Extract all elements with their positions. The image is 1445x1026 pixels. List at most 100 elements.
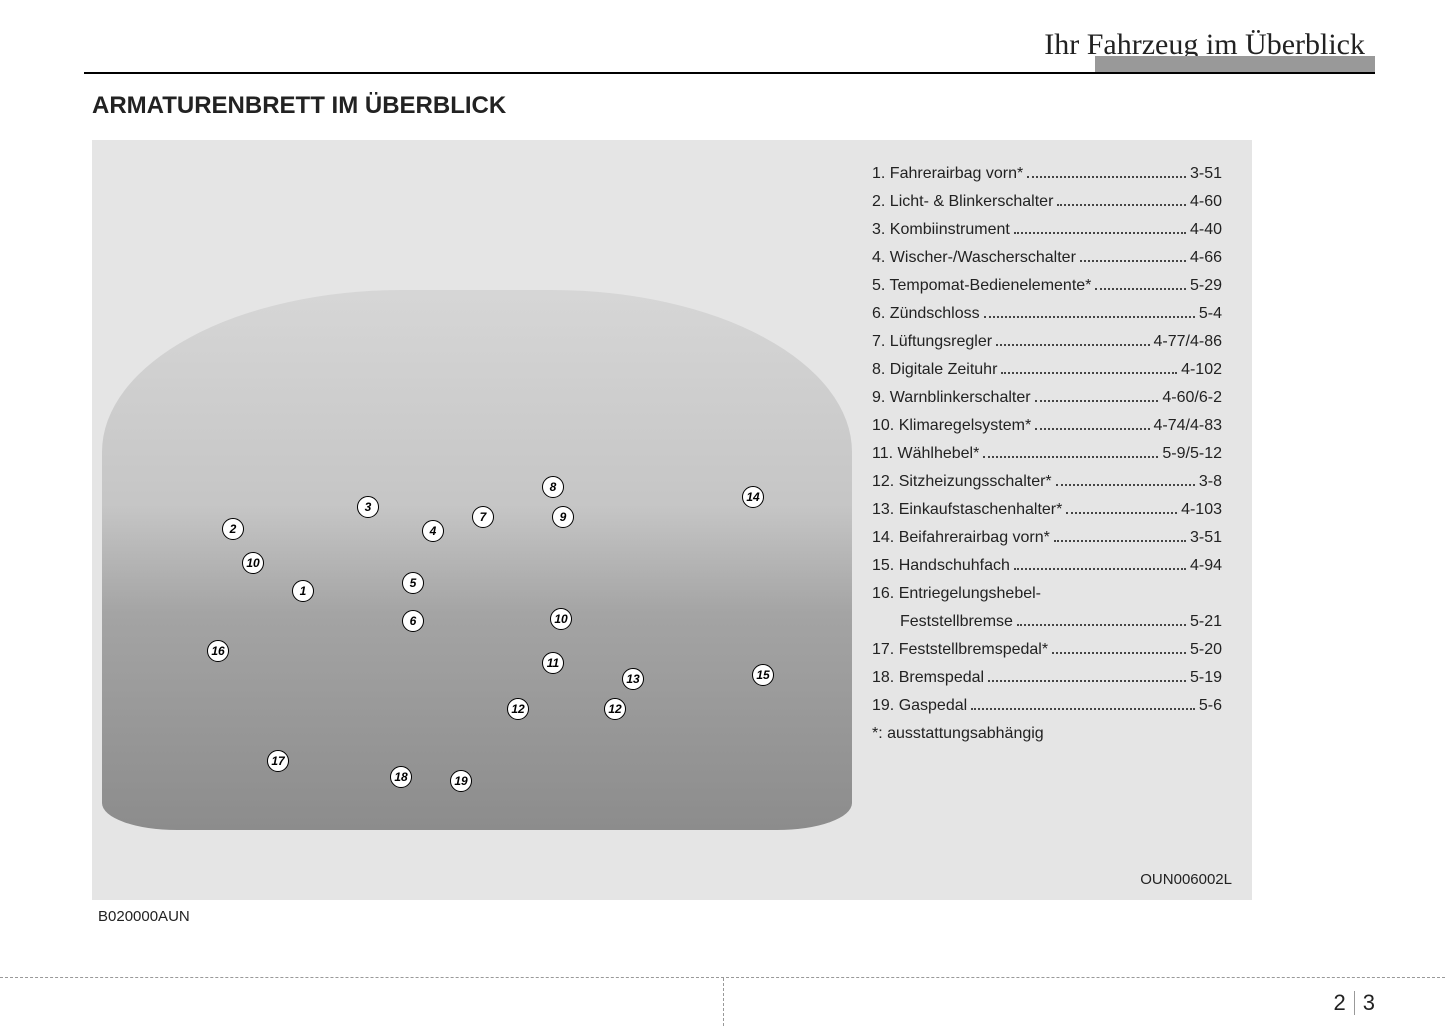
index-item-page: 3-8 (1199, 468, 1222, 496)
callout-12: 12 (604, 698, 626, 720)
index-item-page: 4-74/4-83 (1154, 412, 1223, 440)
callout-1: 1 (292, 580, 314, 602)
index-item: 7. Lüftungsregler 4-77/4-86 (872, 328, 1222, 356)
index-item-label: 8. Digitale Zeituhr (872, 356, 997, 384)
index-item: 9. Warnblinkerschalter 4-60/6-2 (872, 384, 1222, 412)
index-item: 5. Tempomat-Bedienelemente* 5-29 (872, 272, 1222, 300)
index-item-dots (1066, 512, 1177, 514)
callout-19: 19 (450, 770, 472, 792)
index-item-page: 3-51 (1190, 160, 1222, 188)
callout-13: 13 (622, 668, 644, 690)
index-item-label: 11. Wählhebel* (872, 440, 979, 468)
callout-2: 2 (222, 518, 244, 540)
header-rule (84, 72, 1375, 74)
callout-10: 10 (550, 608, 572, 630)
page-number: 2 3 (1334, 990, 1376, 1016)
index-item: 4. Wischer-/Wascherschalter 4-66 (872, 244, 1222, 272)
index-item-dots (988, 680, 1186, 682)
index-item-dots (996, 344, 1149, 346)
index-item: 8. Digitale Zeituhr 4-102 (872, 356, 1222, 384)
index-item-dots (1001, 372, 1177, 374)
index-item-page: 4-102 (1181, 356, 1222, 384)
index-item: 15. Handschuhfach 4-94 (872, 552, 1222, 580)
index-item: 11. Wählhebel* 5-9/5-12 (872, 440, 1222, 468)
index-item-dots (1056, 484, 1195, 486)
callout-4: 4 (422, 520, 444, 542)
page-num-right: 3 (1363, 990, 1375, 1016)
index-item: 14. Beifahrerairbag vorn* 3-51 (872, 524, 1222, 552)
callout-14: 14 (742, 486, 764, 508)
index-item-page: 4-60 (1190, 188, 1222, 216)
index-item-label: 9. Warnblinkerschalter (872, 384, 1031, 412)
index-item-label: 18. Bremspedal (872, 664, 984, 692)
callout-11: 11 (542, 652, 564, 674)
index-item: 10. Klimaregelsystem* 4-74/4-83 (872, 412, 1222, 440)
index-item: 18. Bremspedal 5-19 (872, 664, 1222, 692)
index-item-label: 14. Beifahrerairbag vorn* (872, 524, 1050, 552)
index-item-dots (1014, 568, 1186, 570)
page-num-left: 2 (1334, 990, 1346, 1016)
callout-5: 5 (402, 572, 424, 594)
index-item-dots (1095, 288, 1186, 290)
dashboard-illustration: 123456789101011121213141516171819 (102, 290, 852, 830)
index-item-page: 4-103 (1181, 496, 1222, 524)
page-cut (723, 978, 724, 1026)
page-num-sep (1354, 991, 1355, 1015)
callout-16: 16 (207, 640, 229, 662)
index-item-label: 15. Handschuhfach (872, 552, 1010, 580)
index-item-label: 7. Lüftungsregler (872, 328, 992, 356)
index-item: 2. Licht- & Blinkerschalter 4-60 (872, 188, 1222, 216)
index-item: 12. Sitzheizungsschalter* 3-8 (872, 468, 1222, 496)
callout-12: 12 (507, 698, 529, 720)
index-item-label: 2. Licht- & Blinkerschalter (872, 188, 1053, 216)
index-item-page: 5-4 (1199, 300, 1222, 328)
index-item-label: 1. Fahrerairbag vorn* (872, 160, 1023, 188)
index-item: 3. Kombiinstrument 4-40 (872, 216, 1222, 244)
callout-7: 7 (472, 506, 494, 528)
callout-3: 3 (357, 496, 379, 518)
index-item-dots (1080, 260, 1186, 262)
index-item-dots (971, 708, 1195, 710)
index-item-label: 19. Gaspedal (872, 692, 967, 720)
index-item: 6. Zündschloss 5-4 (872, 300, 1222, 328)
index-item-label: 16. Entriegelungshebel- (872, 580, 1041, 608)
index-item: 16. Entriegelungshebel- (872, 580, 1222, 608)
index-item: 19. Gaspedal 5-6 (872, 692, 1222, 720)
index-item-label: Feststellbremse (900, 608, 1013, 636)
index-item-page: 5-20 (1190, 636, 1222, 664)
callout-15: 15 (752, 664, 774, 686)
index-item-label: 4. Wischer-/Wascherschalter (872, 244, 1076, 272)
callout-18: 18 (390, 766, 412, 788)
index-item-dots (984, 316, 1195, 318)
index-item-dots (1054, 540, 1186, 542)
index-item-page: 5-29 (1190, 272, 1222, 300)
index-item-dots (1057, 204, 1186, 206)
index-item-page: 5-6 (1199, 692, 1222, 720)
index-item: 13. Einkaufstaschenhalter* 4-103 (872, 496, 1222, 524)
index-item-label: 13. Einkaufstaschenhalter* (872, 496, 1062, 524)
dashboard-shape (102, 290, 852, 830)
index-item-label: 5. Tempomat-Bedienelemente* (872, 272, 1091, 300)
index-item-page: 4-60/6-2 (1162, 384, 1222, 412)
index-item-label: 12. Sitzheizungsschalter* (872, 468, 1052, 496)
figure-code-left: B020000AUN (98, 908, 190, 925)
index-item-dots (1052, 652, 1186, 654)
index-item-page: 4-40 (1190, 216, 1222, 244)
index-item: Feststellbremse 5-21 (872, 608, 1222, 636)
index-item-page: 5-21 (1190, 608, 1222, 636)
callout-6: 6 (402, 610, 424, 632)
callout-10: 10 (242, 552, 264, 574)
index-item-page: 5-9/5-12 (1162, 440, 1222, 468)
index-item-dots (1014, 232, 1186, 234)
index-item-page: 5-19 (1190, 664, 1222, 692)
index-item-page: 4-66 (1190, 244, 1222, 272)
index-item: 1. Fahrerairbag vorn* 3-51 (872, 160, 1222, 188)
index-item-dots (1035, 428, 1149, 430)
callout-8: 8 (542, 476, 564, 498)
index-item-page: 3-51 (1190, 524, 1222, 552)
section-title: ARMATURENBRETT IM ÜBERBLICK (92, 92, 506, 120)
index-item-dots (983, 456, 1158, 458)
item-index-list: 1. Fahrerairbag vorn* 3-512. Licht- & Bl… (872, 160, 1222, 748)
figure-code-right: OUN006002L (1140, 871, 1232, 888)
index-item-page: 4-94 (1190, 552, 1222, 580)
